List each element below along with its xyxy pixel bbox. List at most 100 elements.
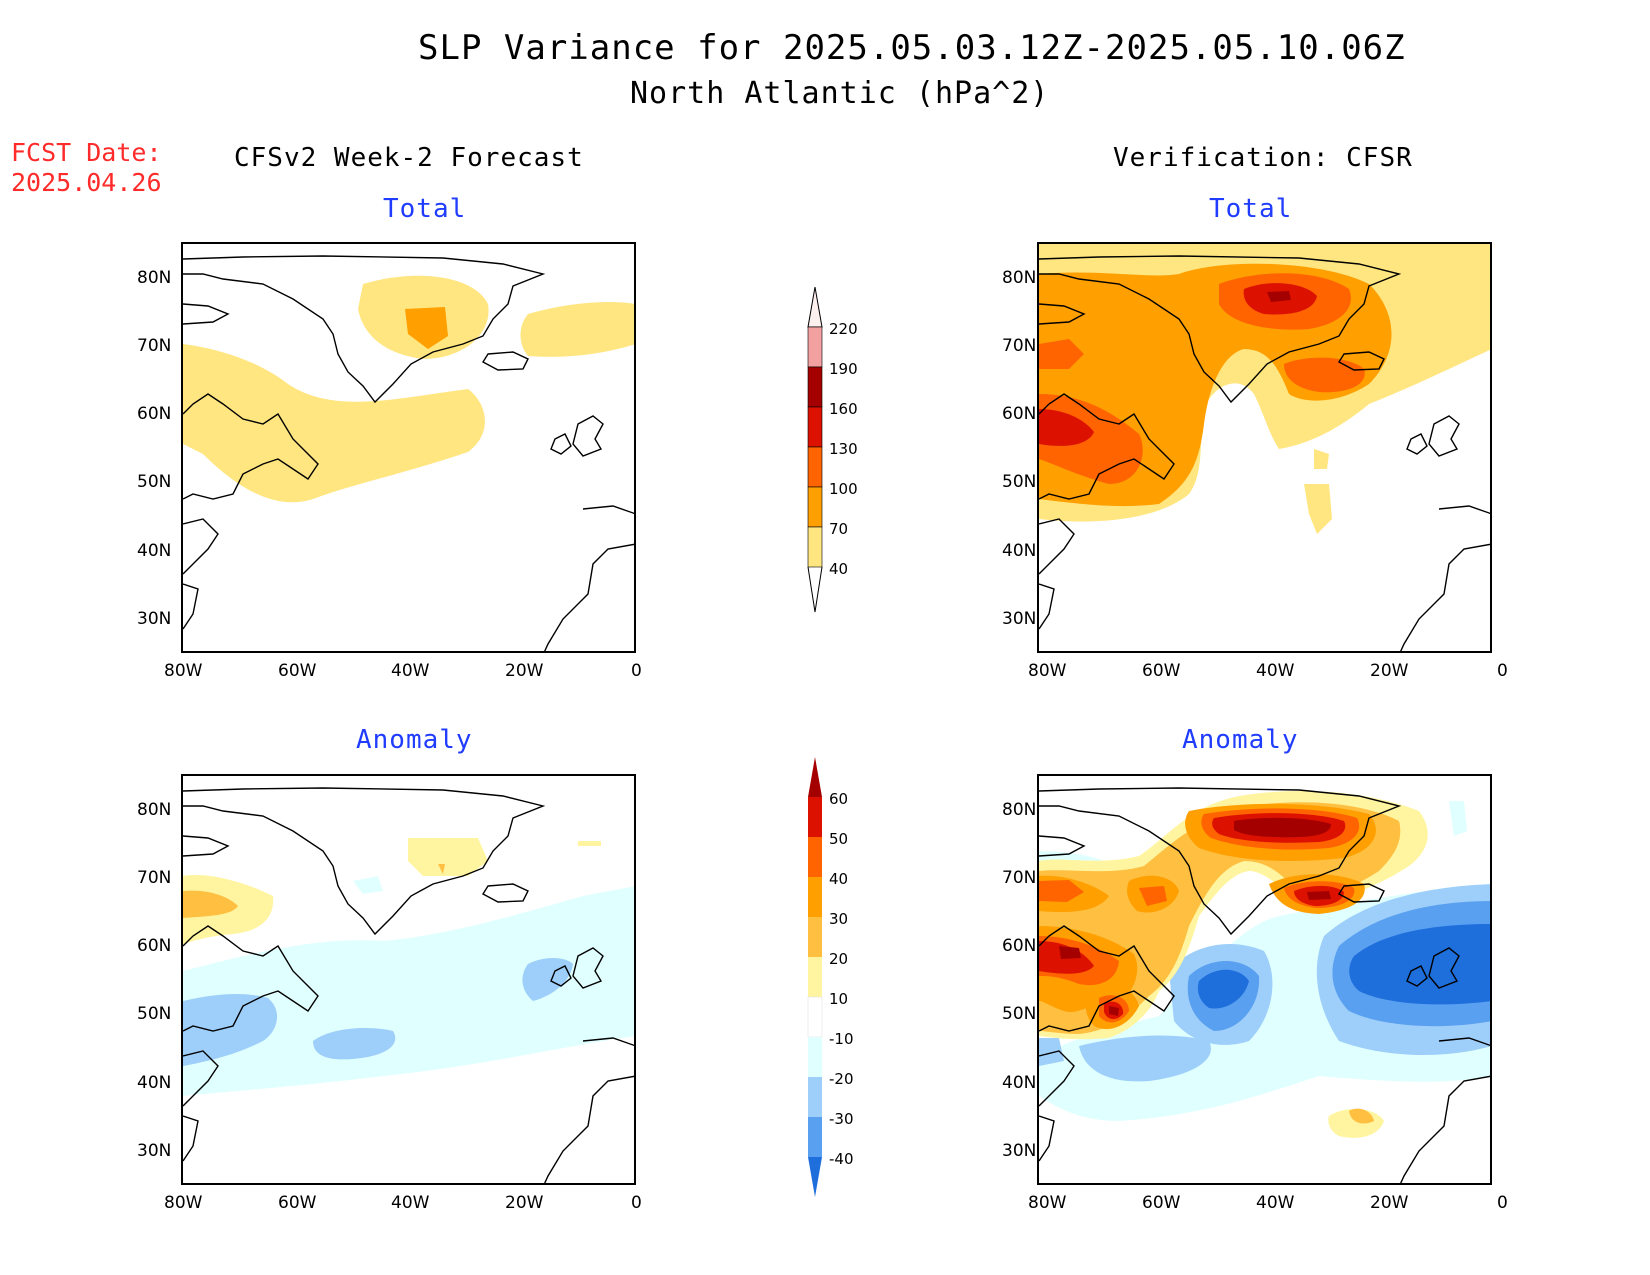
lon-label-80w: 80W [164,661,203,681]
anomaly-shade-60 [1059,946,1081,959]
lon-label-0: 0 [631,1193,642,1213]
fcst-date-value: 2025.04.26 [11,168,162,197]
anomaly-colorbar-label-30: 30 [829,910,849,928]
anomaly-colorbar-label-minus30: -30 [829,1110,854,1128]
anomaly-shade-minus10 [353,876,383,894]
anomaly-shade-10 [578,841,601,846]
colorbar-swatch-130 [807,446,823,488]
lat-label-70n: 70N [137,336,172,356]
anomaly-shade-60 [1307,891,1331,900]
lat-label-30n: 30N [137,609,172,629]
colorbar-swatch-30 [808,917,822,957]
colorbar-swatch-60 [808,797,822,837]
colorbar-cap-bottom [808,1157,822,1197]
total-colorbar-label-70: 70 [829,520,849,538]
lon-label-60w: 60W [278,661,317,681]
lat-label-30n: 30N [137,1141,172,1161]
lon-label-40w: 40W [391,1193,430,1213]
colorbar-cap-bottom [807,566,823,613]
right-column-header: Verification: CFSR [1113,143,1413,173]
lon-label-0: 0 [1497,661,1508,681]
anomaly-shade-40 [1039,880,1084,902]
colorbar-swatch-190 [807,366,823,408]
colorbar-swatch-70 [807,526,823,568]
variance-shade-70 [405,307,448,349]
lat-label-40n: 40N [137,541,172,561]
colorbar-swatch-100 [807,486,823,528]
verification-anomaly-map [1037,774,1492,1185]
total-colorbar-label-190: 190 [829,360,858,378]
anomaly-colorbar-label-60: 60 [829,790,849,808]
variance-shade-100 [1039,339,1084,369]
anomaly-colorbar-label-20: 20 [829,950,849,968]
lat-label-70n: 70N [1002,336,1037,356]
total-colorbar-label-40: 40 [829,560,849,578]
anomaly-shade-minus20 [1079,1035,1211,1082]
total-colorbar-label-130: 130 [829,440,858,458]
lon-label-80w: 80W [164,1193,203,1213]
lon-label-60w: 60W [1142,661,1181,681]
lat-label-60n: 60N [137,936,172,956]
colorbar-cap-top [807,287,823,328]
lon-label-80w: 80W [1028,661,1067,681]
forecast-anomaly-map [181,774,636,1185]
lat-label-60n: 60N [137,404,172,424]
lon-label-0: 0 [1497,1193,1508,1213]
variance-shade-130 [1039,409,1094,446]
anomaly-shade-minus10 [1449,801,1467,836]
anomaly-shade-minus10 [183,886,634,1096]
anomaly-shade-60 [1234,817,1331,838]
colorbar-swatch-220 [807,326,823,368]
colorbar-swatch-40 [808,877,822,917]
lat-label-50n: 50N [1002,1004,1037,1024]
main-title: SLP Variance for 2025.05.03.12Z-2025.05.… [418,28,1406,68]
lon-label-40w: 40W [1256,661,1295,681]
lat-label-70n: 70N [1002,868,1037,888]
anomaly-colorbar-label-50: 50 [829,830,849,848]
top-right-panel-subtitle: Total [1209,194,1293,224]
lat-label-60n: 60N [1002,936,1037,956]
colorbar-swatch-20 [808,957,822,997]
lon-label-20w: 20W [1370,661,1409,681]
lon-label-20w: 20W [505,661,544,681]
main-subtitle: North Atlantic (hPa^2) [630,76,1050,111]
anomaly-shade-minus40 [1197,969,1249,1009]
lat-label-80n: 80N [137,268,172,288]
lon-label-20w: 20W [1370,1193,1409,1213]
variance-shade-40 [183,344,485,503]
colorbar-swatch-160 [807,406,823,448]
lat-label-60n: 60N [1002,404,1037,424]
lat-label-50n: 50N [137,472,172,492]
lat-label-80n: 80N [1002,800,1037,820]
variance-shade-100 [1284,357,1365,393]
colorbar-swatch-minus30 [808,1117,822,1157]
variance-shade-40 [520,302,634,357]
anomaly-shade-minus40 [1349,924,1490,1005]
anomaly-colorbar-label-40: 40 [829,870,849,888]
variance-shade-40 [1314,449,1329,469]
lat-label-30n: 30N [1002,1141,1037,1161]
lon-label-20w: 20W [505,1193,544,1213]
lat-label-50n: 50N [137,1004,172,1024]
lat-label-40n: 40N [1002,541,1037,561]
bottom-left-panel-subtitle: Anomaly [356,725,473,755]
anomaly-shade-40 [1139,886,1167,906]
left-column-header: CFSv2 Week-2 Forecast [234,143,584,173]
anomaly-colorbar [807,757,823,1197]
top-left-panel-subtitle: Total [383,194,467,224]
lat-label-80n: 80N [1002,268,1037,288]
lat-label-30n: 30N [1002,609,1037,629]
lat-label-70n: 70N [137,868,172,888]
colorbar-swatch-10 [807,996,823,1038]
anomaly-shade-10 [408,838,488,876]
anomaly-colorbar-label-minus20: -20 [829,1070,854,1088]
variance-shade-40 [1304,484,1332,534]
lat-label-40n: 40N [137,1073,172,1093]
lon-label-0: 0 [631,661,642,681]
anomaly-shade-20 [1349,1108,1374,1124]
fcst-date-label: FCST Date: [11,138,162,167]
colorbar-cap-top [808,757,822,797]
total-colorbar-label-220: 220 [829,320,858,338]
anomaly-shade-minus20 [1039,1038,1064,1066]
anomaly-shade-60 [1109,1006,1119,1016]
